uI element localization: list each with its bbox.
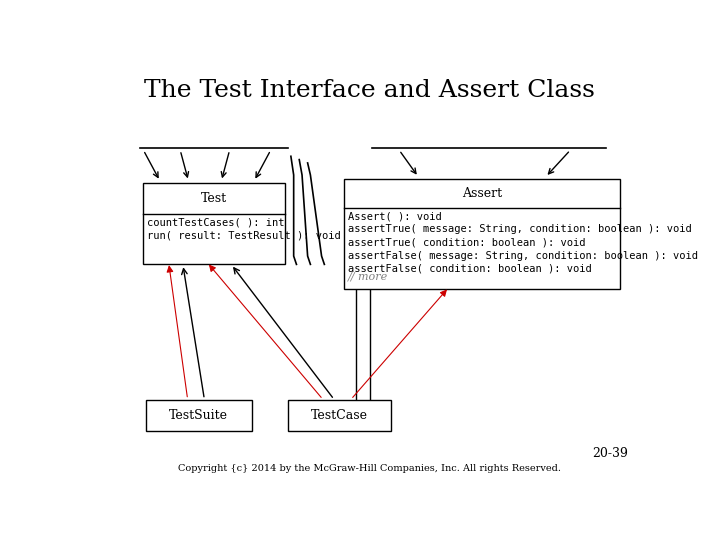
Text: Assert( ): void
assertTrue( message: String, condition: boolean ): void
assertTr: Assert( ): void assertTrue( message: Str… [348, 211, 698, 274]
Bar [288, 400, 392, 431]
Text: TestCase: TestCase [311, 409, 368, 422]
Text: Assert: Assert [462, 187, 502, 200]
Bar [344, 179, 620, 289]
Text: // more: // more [348, 272, 389, 282]
Text: Test: Test [201, 192, 228, 205]
Text: The Test Interface and Assert Class: The Test Interface and Assert Class [143, 79, 595, 103]
Bar [143, 183, 285, 265]
Bar [145, 400, 252, 431]
Text: 20-39: 20-39 [593, 447, 629, 460]
Text: countTestCases( ): int
run( result: TestResult ): void: countTestCases( ): int run( result: Test… [148, 218, 341, 241]
Text: TestSuite: TestSuite [169, 409, 228, 422]
Text: Copyright {c} 2014 by the McGraw-Hill Companies, Inc. All rights Reserved.: Copyright {c} 2014 by the McGraw-Hill Co… [178, 464, 560, 473]
